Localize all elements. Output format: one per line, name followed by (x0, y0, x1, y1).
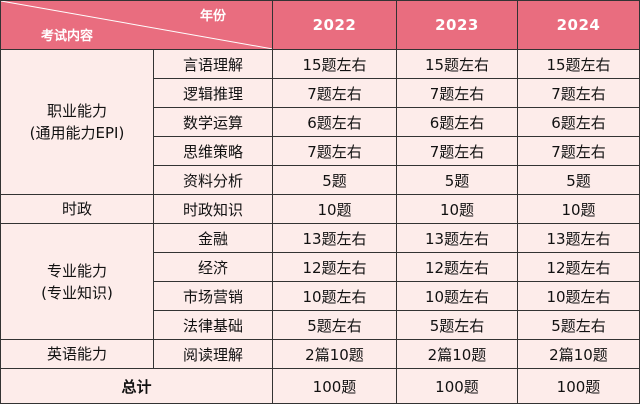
category-title: 英语能力 (46, 345, 107, 363)
table-row: 英语能力 阅读理解 2篇10题 2篇10题 2篇10题 (0, 339, 640, 369)
category-title: 专业能力 (46, 261, 107, 280)
category-cell-english: 英语能力 (0, 339, 154, 369)
value-cell: 10题 (272, 194, 397, 224)
subject-cell: 市场营销 (153, 281, 273, 311)
value-cell: 13题左右 (272, 223, 397, 253)
table-row: 市场营销 10题左右 10题左右 10题左右 (1, 281, 640, 311)
value-cell: 12题左右 (517, 252, 640, 282)
subject-cell: 言语理解 (153, 49, 273, 79)
value-cell: 12题左右 (272, 252, 397, 282)
year-header-2023: 2023 (396, 0, 518, 50)
category-title: 时政 (61, 200, 92, 218)
header-corner-cell: 年份 考试内容 (0, 0, 273, 50)
subject-cell: 资料分析 (153, 165, 273, 195)
subject-cell: 法律基础 (153, 310, 273, 340)
diagonal-divider-icon (1, 1, 272, 49)
category-title: 职业能力 (46, 102, 107, 120)
subject-cell: 逻辑推理 (153, 78, 273, 108)
value-cell: 10题 (396, 194, 518, 224)
value-cell: 13题左右 (517, 223, 640, 253)
value-cell: 7题左右 (272, 136, 397, 166)
year-header-2024: 2024 (517, 0, 640, 50)
header-row: 年份 考试内容 2022 2023 2024 (0, 0, 640, 50)
value-cell: 2篇10题 (396, 339, 518, 369)
total-value-cell: 100题 (272, 368, 397, 404)
category-cell-professional: 专业能力 (专业知识) (0, 223, 154, 340)
value-cell: 7题左右 (272, 78, 397, 108)
subject-cell: 数学运算 (153, 107, 273, 137)
value-cell: 5题左右 (517, 310, 640, 340)
value-cell: 7题左右 (396, 78, 518, 108)
year-axis-label: 年份 (199, 9, 226, 24)
value-cell: 2篇10题 (272, 339, 397, 369)
table-row: 时政 时政知识 10题 10题 10题 (0, 194, 640, 224)
year-header-2022: 2022 (272, 0, 397, 50)
value-cell: 2篇10题 (517, 339, 640, 369)
subject-cell: 金融 (153, 223, 273, 253)
value-cell: 15题左右 (396, 49, 518, 79)
subject-cell: 思维策略 (153, 136, 273, 166)
total-value-cell: 100题 (396, 368, 518, 404)
category-subtitle: (专业知识) (41, 283, 113, 302)
table-row: 职业能力 (通用能力EPI) 言语理解 15题左右 15题左右 15题左右 (0, 49, 640, 195)
value-cell: 5题 (517, 165, 640, 195)
value-cell: 10题 (517, 194, 640, 224)
value-cell: 12题左右 (396, 252, 518, 282)
value-cell: 6题左右 (517, 107, 640, 137)
total-label: 总计 (0, 368, 273, 404)
value-cell: 10题左右 (517, 281, 640, 311)
subject-cell: 阅读理解 (153, 339, 273, 369)
value-cell: 7题左右 (517, 78, 640, 108)
value-cell: 5题左右 (272, 310, 397, 340)
category-subtitle: (通用能力EPI) (29, 124, 125, 142)
content-axis-label: 考试内容 (41, 29, 94, 44)
value-cell: 7题左右 (517, 136, 640, 166)
value-cell: 6题左右 (272, 107, 397, 137)
subject-cell: 时政知识 (153, 194, 273, 224)
value-cell: 13题左右 (396, 223, 518, 253)
total-value-cell: 100题 (517, 368, 640, 404)
subject-cell: 经济 (153, 252, 273, 282)
table-row: 数学运算 6题左右 6题左右 6题左右 (1, 107, 640, 137)
value-cell: 10题左右 (396, 281, 518, 311)
value-cell: 6题左右 (396, 107, 518, 137)
table-row: 经济 12题左右 12题左右 12题左右 (1, 252, 640, 282)
value-cell: 5题 (272, 165, 397, 195)
category-cell-vocational: 职业能力 (通用能力EPI) (0, 49, 154, 195)
table-row: 资料分析 5题 5题 5题 (1, 165, 640, 195)
value-cell: 5题左右 (396, 310, 518, 340)
value-cell: 10题左右 (272, 281, 397, 311)
value-cell: 15题左右 (517, 49, 640, 79)
category-cell-current-affairs: 时政 (0, 194, 154, 224)
value-cell: 5题 (396, 165, 518, 195)
table-row: 专业能力 (专业知识) 金融 13题左右 13题左右 13题左右 (0, 223, 640, 340)
value-cell: 7题左右 (396, 136, 518, 166)
value-cell: 15题左右 (272, 49, 397, 79)
total-row: 总计 100题 100题 100题 (0, 368, 640, 404)
exam-content-table: 年份 考试内容 2022 2023 2024 职业能力 (通用能力EPI) 言语… (0, 0, 640, 404)
